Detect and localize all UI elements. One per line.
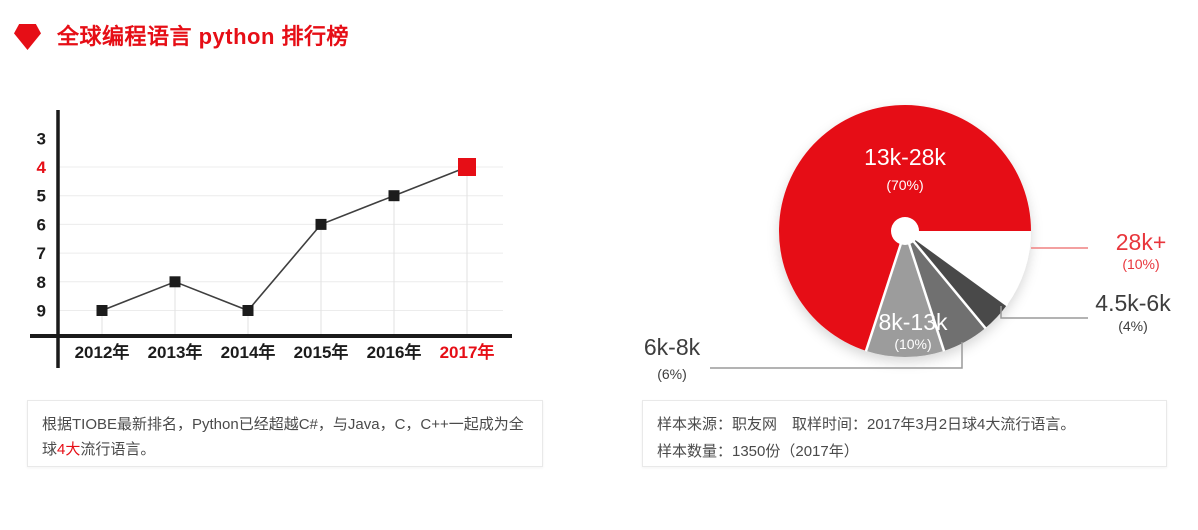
x-tick-2014年: 2014年 bbox=[221, 342, 276, 362]
y-tick-5: 5 bbox=[37, 187, 46, 206]
leader-line-6k-8k bbox=[710, 342, 963, 369]
page-title: 全球编程语言 python 排行榜 bbox=[57, 24, 350, 49]
x-tick-2013年: 2013年 bbox=[148, 342, 203, 362]
note-segment: 流行语言。 bbox=[80, 441, 156, 458]
slice-separator bbox=[903, 230, 946, 352]
note-sample-count: 样本数量：1350份（2017年） bbox=[657, 443, 859, 460]
x-tick-2012年: 2012年 bbox=[75, 342, 130, 362]
pie-slice-6k-8k bbox=[905, 231, 986, 351]
pie-label-13k-28k: 13k-28k bbox=[864, 144, 946, 170]
data-point-2014年 bbox=[242, 305, 254, 316]
pie-slice-4.5k-6k bbox=[905, 231, 1007, 329]
data-point-2016年 bbox=[388, 190, 400, 202]
y-tick-7: 7 bbox=[37, 244, 46, 263]
pie-label-6k-8k: 6k-8k bbox=[644, 334, 701, 360]
y-tick-4: 4 bbox=[37, 158, 47, 177]
page-header: 全球编程语言 python 排行榜 bbox=[14, 24, 349, 50]
y-tick-9: 9 bbox=[37, 302, 46, 321]
pie-pct-6k-8k: (6%) bbox=[657, 366, 687, 382]
y-tick-3: 3 bbox=[37, 129, 46, 148]
note-highlight: 4大 bbox=[57, 441, 81, 458]
pie-pct-4.5k-6k: (4%) bbox=[1118, 318, 1148, 334]
note-tiobe-text: 根据TIOBE最新排名，Python已经超越C#，与Java，C，C++一起成为… bbox=[42, 412, 528, 462]
pie-pct-8k-13k: (10%) bbox=[894, 336, 931, 352]
pie-label-8k-13k: 8k-13k bbox=[878, 309, 948, 335]
note-sample-source: 样本来源：职友网 取样时间：2017年3月2日球4大流行语言。 bbox=[657, 416, 1076, 433]
pie-label-28k+: 28k+ bbox=[1116, 229, 1167, 255]
data-point-2015年 bbox=[315, 218, 327, 230]
leader-line-4.5k-6k bbox=[1000, 306, 1088, 319]
data-point-2013年 bbox=[169, 276, 181, 288]
pie-slice-28k+ bbox=[905, 231, 1031, 306]
charts-canvas: 3 4 5 6 7 8 9 2012年 2013年 2014年 2015年 2016年 2017年 28… bbox=[30, 105, 1171, 382]
note-segment: 根据TIOBE最新排名，Python已经超越C#，与Java，C，C++一起成为… bbox=[42, 416, 524, 458]
x-tick-2016年: 2016年 bbox=[367, 342, 422, 362]
note-tiobe: 根据TIOBE最新排名，Python已经超越C#，与Java，C，C++一起成为… bbox=[27, 400, 543, 467]
pie-pct-13k-28k: (70%) bbox=[886, 177, 923, 193]
rank-line bbox=[101, 166, 468, 312]
slice-separator bbox=[904, 229, 1009, 307]
data-point-2017年 bbox=[458, 158, 476, 176]
pie-pct-28k+: (10%) bbox=[1122, 256, 1159, 272]
pie-label-4.5k-6k: 4.5k-6k bbox=[1095, 290, 1171, 316]
line-chart: 3 4 5 6 7 8 9 2012年 2013年 2014年 2015年 2016年 2017年 bbox=[30, 110, 512, 368]
pie-chart: 28k+(10%)4.5k-6k(4%)6k-8k(6%)8k-13k(10%)… bbox=[644, 105, 1171, 382]
pie-slice-8k-13k bbox=[866, 231, 944, 358]
data-point-2012年 bbox=[96, 305, 108, 316]
slice-separator bbox=[904, 230, 987, 330]
x-tick-2017年: 2017年 bbox=[440, 342, 495, 362]
donut-hole bbox=[891, 217, 919, 245]
y-tick-8: 8 bbox=[37, 273, 46, 292]
note-sample: 样本来源：职友网 取样时间：2017年3月2日球4大流行语言。 样本数量：135… bbox=[642, 400, 1167, 467]
y-tick-6: 6 bbox=[37, 215, 46, 234]
slice-separator bbox=[864, 230, 907, 352]
x-tick-2015年: 2015年 bbox=[294, 342, 349, 362]
